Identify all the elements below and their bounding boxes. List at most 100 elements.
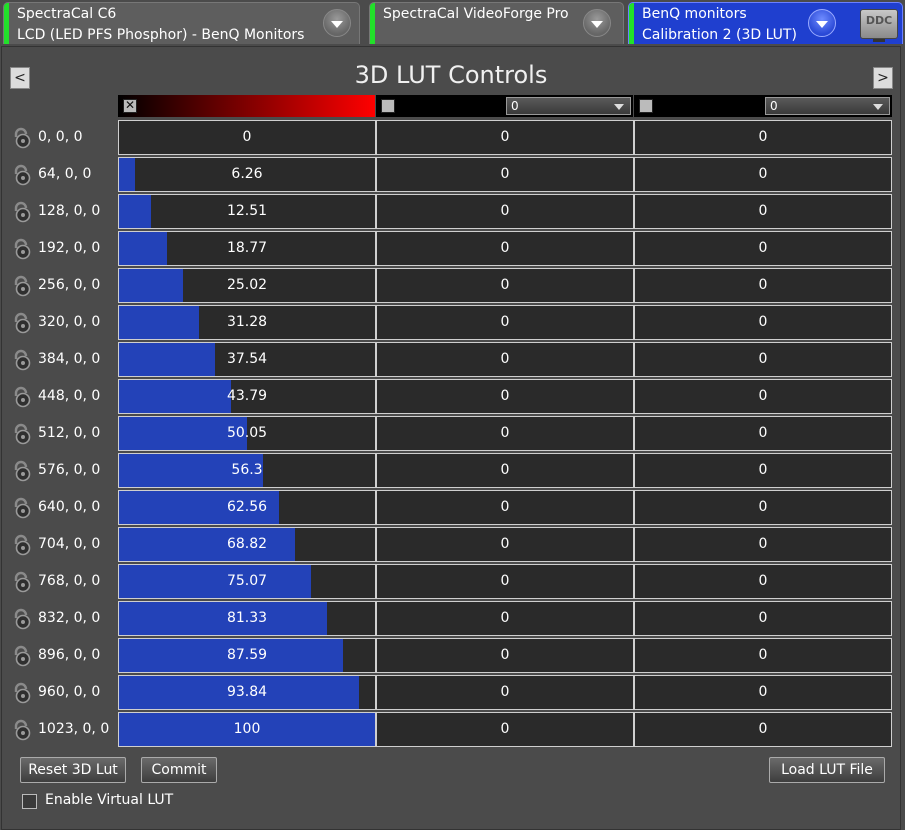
row-label: 768, 0, 0 (38, 573, 101, 589)
lock-icon[interactable] (11, 682, 33, 704)
blue-value-cell[interactable]: 0 (634, 490, 892, 525)
cell-value: 0 (500, 462, 510, 478)
blue-value-cell[interactable]: 0 (634, 157, 892, 192)
lock-icon[interactable] (11, 386, 33, 408)
red-value-cell[interactable]: 87.59 (118, 638, 376, 673)
blue-value-cell[interactable]: 0 (634, 231, 892, 266)
table-row: 960, 0, 0 93.84 0 0 (2, 675, 902, 710)
green-value-cell[interactable]: 0 (376, 379, 634, 414)
enable-virtual-lut-checkbox[interactable] (22, 794, 37, 809)
red-value-cell[interactable]: 25.02 (118, 268, 376, 303)
green-value-cell[interactable]: 0 (376, 564, 634, 599)
tab-benq-monitors[interactable]: BenQ monitors Calibration 2 (3D LUT) DDC (628, 2, 903, 44)
channel-blue-select[interactable]: 0 (765, 97, 890, 115)
green-value-cell[interactable]: 0 (376, 675, 634, 710)
lock-icon[interactable] (11, 238, 33, 260)
prev-button[interactable]: < (10, 67, 30, 89)
red-value-cell[interactable]: 75.07 (118, 564, 376, 599)
next-button[interactable]: > (873, 67, 893, 89)
lock-icon[interactable] (11, 349, 33, 371)
green-value-cell[interactable]: 0 (376, 453, 634, 488)
lock-icon[interactable] (11, 645, 33, 667)
blue-value-cell[interactable]: 0 (634, 601, 892, 636)
red-value-cell[interactable]: 37.54 (118, 342, 376, 377)
load-lut-file-button[interactable]: Load LUT File (769, 757, 885, 783)
green-value-cell[interactable]: 0 (376, 231, 634, 266)
blue-value-cell[interactable]: 0 (634, 564, 892, 599)
lock-icon[interactable] (11, 312, 33, 334)
channel-red-checkbox[interactable]: ✕ (123, 98, 137, 113)
cell-value: 81.33 (226, 610, 268, 626)
blue-value-cell[interactable]: 0 (634, 379, 892, 414)
green-value-cell[interactable]: 0 (376, 416, 634, 451)
red-value-cell[interactable]: 12.51 (118, 194, 376, 229)
cell-value: 0 (758, 462, 768, 478)
reset-3d-lut-button[interactable]: Reset 3D Lut (20, 757, 126, 783)
lock-icon[interactable] (11, 497, 33, 519)
row-label: 320, 0, 0 (38, 314, 101, 330)
blue-value-cell[interactable]: 0 (634, 305, 892, 340)
chevron-down-icon[interactable] (583, 9, 611, 37)
status-indicator (4, 3, 9, 44)
red-value-cell[interactable]: 31.28 (118, 305, 376, 340)
lock-icon[interactable] (11, 275, 33, 297)
channel-blue-checkbox[interactable] (639, 99, 653, 113)
blue-value-cell[interactable]: 0 (634, 453, 892, 488)
red-value-cell[interactable]: 43.79 (118, 379, 376, 414)
red-value-cell[interactable]: 62.56 (118, 490, 376, 525)
lock-icon[interactable] (11, 127, 33, 149)
tab-videoforge-pro[interactable]: SpectraCal VideoForge Pro (369, 2, 624, 44)
red-value-cell[interactable]: 0 (118, 120, 376, 155)
blue-value-cell[interactable]: 0 (634, 527, 892, 562)
green-value-cell[interactable]: 0 (376, 194, 634, 229)
value-bar-fill (119, 306, 200, 339)
blue-value-cell[interactable]: 0 (634, 268, 892, 303)
channel-green-checkbox[interactable] (381, 99, 395, 113)
red-value-cell[interactable]: 50.05 (118, 416, 376, 451)
blue-value-cell[interactable]: 0 (634, 194, 892, 229)
green-value-cell[interactable]: 0 (376, 490, 634, 525)
lock-icon[interactable] (11, 571, 33, 593)
lock-icon[interactable] (11, 201, 33, 223)
channel-green-select[interactable]: 0 (506, 97, 631, 115)
ddc-monitor-icon[interactable]: DDC (860, 9, 898, 42)
tab-spectracal-c6[interactable]: SpectraCal C6 LCD (LED PFS Phosphor) - B… (3, 2, 360, 44)
red-value-cell[interactable]: 100 (118, 712, 376, 747)
commit-button[interactable]: Commit (141, 757, 217, 783)
green-value-cell[interactable]: 0 (376, 638, 634, 673)
blue-value-cell[interactable]: 0 (634, 120, 892, 155)
chevron-down-icon[interactable] (808, 9, 836, 37)
green-value-cell[interactable]: 0 (376, 268, 634, 303)
lock-icon[interactable] (11, 534, 33, 556)
red-value-cell[interactable]: 56.3 (118, 453, 376, 488)
blue-value-cell[interactable]: 0 (634, 342, 892, 377)
row-label: 1023, 0, 0 (38, 721, 110, 737)
green-value-cell[interactable]: 0 (376, 601, 634, 636)
green-value-cell[interactable]: 0 (376, 120, 634, 155)
lock-icon[interactable] (11, 719, 33, 741)
red-value-cell[interactable]: 6.26 (118, 157, 376, 192)
red-value-cell[interactable]: 81.33 (118, 601, 376, 636)
status-indicator (370, 3, 375, 44)
cell-value: 0 (500, 351, 510, 367)
table-row: 256, 0, 0 25.02 0 0 (2, 268, 902, 303)
lock-icon[interactable] (11, 164, 33, 186)
table-row: 320, 0, 0 31.28 0 0 (2, 305, 902, 340)
blue-value-cell[interactable]: 0 (634, 416, 892, 451)
lock-icon[interactable] (11, 460, 33, 482)
red-value-cell[interactable]: 18.77 (118, 231, 376, 266)
green-value-cell[interactable]: 0 (376, 157, 634, 192)
green-value-cell[interactable]: 0 (376, 342, 634, 377)
blue-value-cell[interactable]: 0 (634, 675, 892, 710)
green-value-cell[interactable]: 0 (376, 527, 634, 562)
lock-icon[interactable] (11, 608, 33, 630)
green-value-cell[interactable]: 0 (376, 712, 634, 747)
blue-value-cell[interactable]: 0 (634, 638, 892, 673)
chevron-down-icon[interactable] (323, 9, 351, 37)
red-value-cell[interactable]: 68.82 (118, 527, 376, 562)
blue-value-cell[interactable]: 0 (634, 712, 892, 747)
lock-icon[interactable] (11, 423, 33, 445)
green-value-cell[interactable]: 0 (376, 305, 634, 340)
cell-value: 0 (500, 499, 510, 515)
red-value-cell[interactable]: 93.84 (118, 675, 376, 710)
